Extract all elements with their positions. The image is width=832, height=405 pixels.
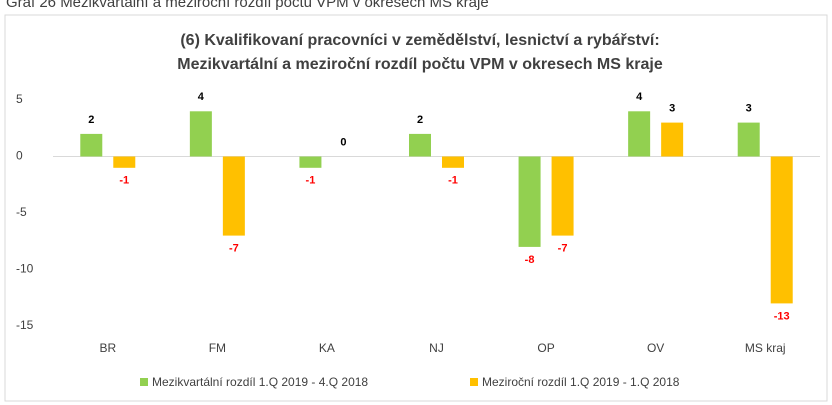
bar: [770, 156, 793, 304]
bar: [299, 156, 322, 168]
x-tick-label: FM: [209, 341, 226, 355]
chart-title: (6) Kvalifikovaní pracovníci v zemědělst…: [180, 32, 659, 49]
bar: [551, 156, 574, 236]
bar: [442, 156, 464, 168]
data-label: 3: [669, 103, 675, 115]
data-label: -8: [525, 254, 535, 266]
caption: Graf 26 Mezikvartální a meziroční rozdíl…: [6, 0, 489, 11]
bar: [80, 133, 103, 157]
x-tick-label: KA: [319, 341, 335, 355]
x-tick-label: OV: [647, 341, 664, 355]
bar: [189, 111, 212, 157]
y-tick-label: -10: [16, 262, 34, 276]
y-tick-label: 5: [16, 92, 23, 106]
bar: [628, 111, 651, 157]
data-label: -13: [774, 310, 790, 322]
y-tick-label: -5: [16, 205, 27, 219]
x-tick-label: MS kraj: [745, 341, 786, 355]
data-label: -1: [119, 175, 129, 187]
data-label: -7: [558, 243, 568, 255]
data-label: 0: [340, 136, 346, 148]
bar: [113, 156, 136, 168]
bar: [409, 133, 431, 157]
data-label: -7: [229, 243, 239, 255]
y-tick-label: -15: [16, 318, 34, 332]
data-label: 3: [746, 103, 752, 115]
x-tick-label: NJ: [429, 341, 444, 355]
legend-swatch: [140, 378, 148, 386]
data-label: 2: [417, 114, 423, 126]
x-tick-label: OP: [537, 341, 554, 355]
bar: [661, 122, 684, 157]
y-tick-label: 0: [16, 149, 23, 163]
legend-label: Mezikvartální rozdíl 1.Q 2019 - 4.Q 2018: [152, 375, 368, 389]
caption-band: [0, 0, 832, 14]
bar: [222, 156, 245, 236]
data-label: 4: [636, 91, 643, 103]
data-label: 2: [88, 114, 94, 126]
data-label: -1: [448, 175, 458, 187]
legend-swatch: [470, 378, 478, 386]
x-tick-label: BR: [99, 341, 116, 355]
legend-label: Meziroční rozdíl 1.Q 2019 - 1.Q 2018: [482, 375, 680, 389]
data-label: -1: [306, 175, 316, 187]
data-label: 4: [198, 91, 205, 103]
bar: [737, 122, 760, 157]
chart-title: Mezikvartální a meziroční rozdíl počtu V…: [177, 56, 663, 73]
bar: [518, 156, 541, 247]
chart-frame: [4, 14, 828, 402]
